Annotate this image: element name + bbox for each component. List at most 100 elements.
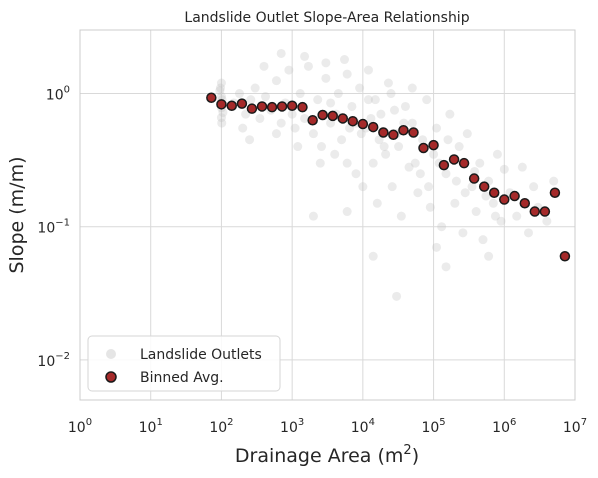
binned-point [327, 110, 338, 122]
binned-point [438, 159, 450, 171]
outlet-point [308, 211, 318, 221]
binned-point [367, 121, 379, 133]
binned-point [216, 99, 227, 110]
binned-point [378, 127, 389, 138]
outlet-point [458, 228, 468, 238]
outlet-point [342, 207, 352, 217]
binned-point [478, 181, 490, 192]
binned-point [388, 129, 399, 141]
binned-point [559, 251, 571, 262]
outlet-point [475, 158, 485, 168]
outlet-point [315, 158, 325, 168]
outlet-point [488, 198, 498, 208]
outlet-point [441, 169, 451, 179]
outlet-point [460, 188, 470, 198]
outlet-point [290, 123, 300, 133]
outlet-point [415, 169, 425, 179]
binned-point [539, 206, 551, 217]
binned-avg-series [206, 92, 571, 262]
outlet-point [492, 149, 502, 159]
outlet-point [218, 108, 228, 118]
binned-point [266, 101, 278, 113]
outlet-point [321, 58, 331, 68]
x-tick-label: 106 [492, 417, 516, 436]
binned-point [226, 100, 238, 111]
outlet-point [333, 89, 343, 99]
x-tick-label: 101 [139, 417, 163, 436]
outlet-point [368, 158, 378, 168]
binned-point [499, 194, 510, 205]
outlet-point [437, 222, 447, 232]
outlet-point [372, 198, 382, 208]
outlet-point [363, 65, 373, 75]
binned-point [529, 206, 541, 217]
plot-frame [79, 29, 576, 401]
legend-box [87, 335, 281, 392]
outlet-point [358, 182, 368, 192]
outlet-point [478, 235, 488, 245]
outlet-point [234, 89, 244, 99]
y-tick-label: 10−2 [37, 351, 70, 370]
outlet-point [217, 118, 227, 128]
binned-point [468, 173, 480, 184]
outlet-point [471, 207, 481, 217]
x-axis-title: Drainage Area (m2) [235, 443, 419, 467]
outlet-point [467, 182, 477, 192]
binned-point [246, 103, 258, 114]
outlet-point [321, 73, 331, 83]
y-tick-labels: 10−2 10−1 100 [37, 85, 70, 370]
outlet-point [462, 129, 472, 139]
outlet-point [271, 76, 281, 86]
outlet-point [431, 242, 441, 252]
outlet-point [407, 83, 417, 93]
outlet-point [293, 142, 303, 152]
outlet-point [330, 149, 340, 159]
binned-point [276, 101, 288, 112]
outlet-point [450, 198, 460, 208]
outlet-point [451, 176, 461, 186]
outlet-point [496, 216, 506, 226]
outlet-point [300, 113, 310, 123]
outlet-point [481, 191, 491, 201]
outlet-point [216, 92, 226, 102]
legend-marker-landslide-outlets [106, 349, 116, 359]
binned-point [236, 98, 248, 109]
outlet-point [255, 113, 265, 123]
outlet-point [271, 129, 281, 139]
binned-point [307, 115, 318, 126]
binned-point [428, 139, 439, 151]
binned-point [408, 127, 419, 138]
outlet-point [374, 135, 384, 145]
outlet-point [389, 105, 399, 115]
outlet-point [316, 142, 326, 152]
outlet-point [368, 251, 378, 261]
outlet-point [549, 176, 559, 186]
legend-label-landslide-outlets: Landslide Outlets [140, 347, 262, 363]
outlet-point [392, 291, 402, 301]
binned-point [509, 190, 520, 202]
outlet-point [410, 158, 420, 168]
outlet-point [490, 211, 500, 221]
outlet-point [418, 135, 428, 145]
outlet-point [276, 48, 286, 58]
outlet-point [529, 182, 539, 192]
y-tick-label: 100 [46, 85, 70, 104]
y-axis-title: Slope (m/m) [6, 157, 28, 274]
outlet-point [284, 65, 294, 75]
outlet-point [400, 101, 410, 111]
binned-point [549, 187, 561, 198]
legend: Landslide Outlets Binned Avg. [87, 335, 281, 392]
outlet-point [431, 123, 441, 133]
outlet-point [429, 149, 439, 159]
binned-point [488, 187, 500, 198]
outlet-point [313, 95, 323, 105]
outlet-point [441, 262, 451, 272]
legend-label-binned-avg: Binned Avg. [140, 370, 224, 386]
outlet-point [300, 51, 310, 61]
outlet-point [366, 113, 376, 123]
outlet-point [245, 135, 255, 145]
binned-point [256, 101, 268, 112]
outlet-point [443, 135, 453, 145]
binned-point [206, 92, 217, 103]
